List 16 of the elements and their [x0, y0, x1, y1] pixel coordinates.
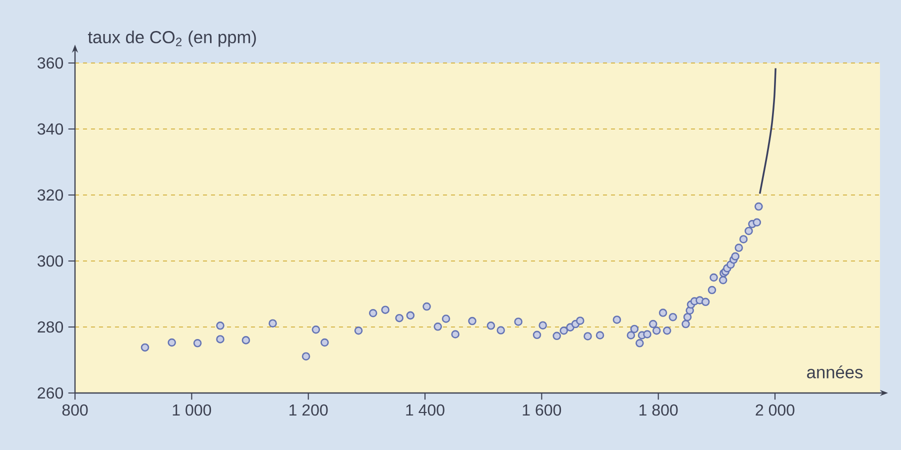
y-tick-label: 260: [38, 387, 64, 399]
line-series: [758, 67, 776, 195]
y-tick-label: 280: [38, 321, 64, 333]
x-tick-label: 1 400: [406, 404, 444, 416]
x-tick-label: 1 000: [172, 404, 212, 416]
x-axis-title: années: [807, 365, 863, 378]
y-axis-title: taux de CO$_{2}$ (en ppm): [88, 30, 256, 47]
x-tick-label: 800: [62, 404, 88, 416]
x-tick-label: 1 800: [640, 404, 678, 416]
x-tick-label: 1 600: [522, 404, 562, 416]
y-tick-label: 340: [38, 123, 64, 135]
y-tick-label: 360: [38, 57, 64, 69]
y-tick-label: 300: [38, 255, 64, 267]
x-tick-label: 2 000: [756, 404, 794, 416]
y-tick-label: 320: [38, 189, 64, 201]
x-tick-label: 1 200: [290, 404, 328, 416]
